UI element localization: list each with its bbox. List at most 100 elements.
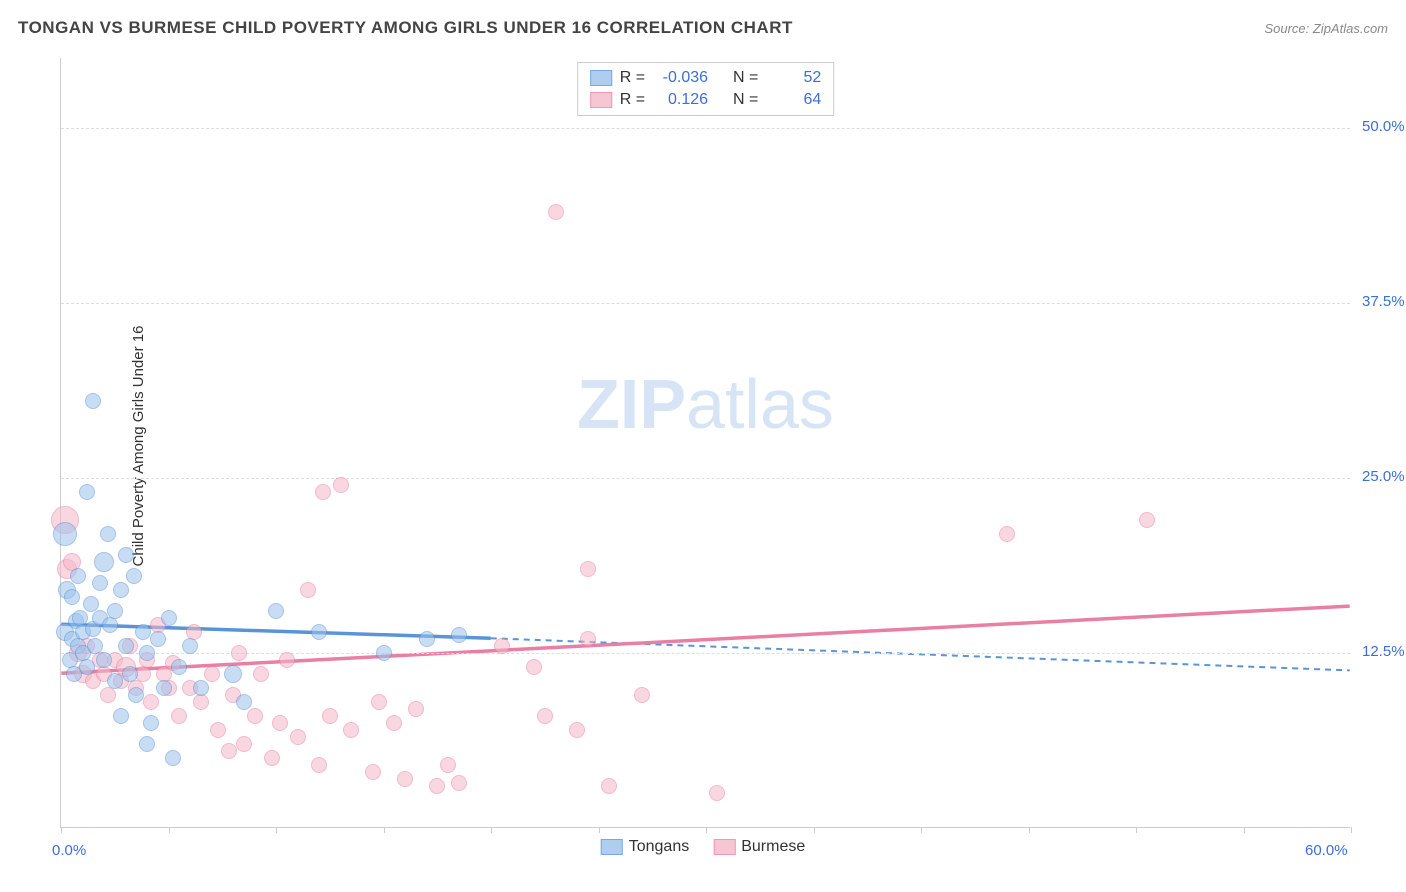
point-burmese <box>290 729 306 745</box>
point-burmese <box>634 687 650 703</box>
legend-correlation: R = -0.036 N = 52 R = 0.126 N = 64 <box>577 62 835 116</box>
x-tick <box>169 827 170 833</box>
point-tongans <box>165 750 181 766</box>
x-tick <box>599 827 600 833</box>
point-burmese <box>204 666 220 682</box>
point-tongans <box>94 552 114 572</box>
y-tick-label: 25.0% <box>1362 468 1405 485</box>
x-tick <box>1029 827 1030 833</box>
point-burmese <box>365 764 381 780</box>
point-tongans <box>64 589 80 605</box>
x-tick <box>491 827 492 833</box>
point-tongans <box>113 582 129 598</box>
point-burmese <box>193 694 209 710</box>
swatch-tongans <box>590 70 612 86</box>
point-burmese <box>143 694 159 710</box>
point-tongans <box>182 638 198 654</box>
point-tongans <box>311 624 327 640</box>
swatch-burmese-bottom <box>713 839 735 855</box>
x-tick <box>61 827 62 833</box>
gridline <box>61 303 1350 304</box>
point-tongans <box>100 526 116 542</box>
x-max-label: 60.0% <box>1305 842 1348 859</box>
x-tick <box>921 827 922 833</box>
point-tongans <box>135 624 151 640</box>
point-burmese <box>264 750 280 766</box>
point-burmese <box>272 715 288 731</box>
point-tongans <box>128 687 144 703</box>
x-min-label: 0.0% <box>52 842 86 859</box>
swatch-tongans-bottom <box>601 839 623 855</box>
point-tongans <box>118 638 134 654</box>
point-tongans <box>451 627 467 643</box>
r-value-tongans: -0.036 <box>653 69 708 87</box>
x-tick <box>276 827 277 833</box>
point-burmese <box>322 708 338 724</box>
x-tick <box>814 827 815 833</box>
point-burmese <box>999 526 1015 542</box>
legend-series: Tongans Burmese <box>601 838 806 856</box>
point-tongans <box>224 665 242 683</box>
point-tongans <box>102 617 118 633</box>
point-burmese <box>343 722 359 738</box>
point-burmese <box>494 638 510 654</box>
x-tick <box>1351 827 1352 833</box>
point-burmese <box>210 722 226 738</box>
y-tick-label: 50.0% <box>1362 118 1405 135</box>
point-burmese <box>580 631 596 647</box>
point-burmese <box>397 771 413 787</box>
point-burmese <box>315 484 331 500</box>
point-tongans <box>139 736 155 752</box>
chart-title: TONGAN VS BURMESE CHILD POVERTY AMONG GI… <box>18 18 793 38</box>
point-burmese <box>408 701 424 717</box>
point-burmese <box>333 477 349 493</box>
point-burmese <box>236 736 252 752</box>
gridline <box>61 478 1350 479</box>
r-value-burmese: 0.126 <box>653 91 708 109</box>
point-burmese <box>440 757 456 773</box>
point-burmese <box>253 666 269 682</box>
point-tongans <box>118 547 134 563</box>
point-burmese <box>279 652 295 668</box>
point-burmese <box>386 715 402 731</box>
point-tongans <box>92 575 108 591</box>
point-burmese <box>451 775 467 791</box>
point-burmese <box>709 785 725 801</box>
point-tongans <box>126 568 142 584</box>
point-tongans <box>171 659 187 675</box>
legend-item-burmese: Burmese <box>713 838 805 856</box>
x-tick <box>1244 827 1245 833</box>
point-tongans <box>107 673 123 689</box>
point-burmese <box>429 778 445 794</box>
point-tongans <box>376 645 392 661</box>
legend-row-tongans: R = -0.036 N = 52 <box>590 67 822 89</box>
x-tick <box>706 827 707 833</box>
gridline <box>61 128 1350 129</box>
point-tongans <box>53 522 77 546</box>
point-burmese <box>580 561 596 577</box>
point-tongans <box>143 715 159 731</box>
point-burmese <box>231 645 247 661</box>
point-burmese <box>601 778 617 794</box>
point-burmese <box>171 708 187 724</box>
watermark: ZIPatlas <box>577 364 834 444</box>
x-tick <box>384 827 385 833</box>
n-value-tongans: 52 <box>766 69 821 87</box>
point-burmese <box>526 659 542 675</box>
point-burmese <box>548 204 564 220</box>
point-tongans <box>193 680 209 696</box>
point-tongans <box>79 484 95 500</box>
point-tongans <box>268 603 284 619</box>
point-tongans <box>156 680 172 696</box>
point-tongans <box>150 631 166 647</box>
point-tongans <box>79 659 95 675</box>
point-tongans <box>161 610 177 626</box>
plot-area: ZIPatlas R = -0.036 N = 52 R = 0.126 N =… <box>60 58 1350 828</box>
point-tongans <box>419 631 435 647</box>
point-burmese <box>100 687 116 703</box>
point-tongans <box>96 652 112 668</box>
point-tongans <box>122 666 138 682</box>
point-tongans <box>139 645 155 661</box>
point-burmese <box>247 708 263 724</box>
point-burmese <box>569 722 585 738</box>
